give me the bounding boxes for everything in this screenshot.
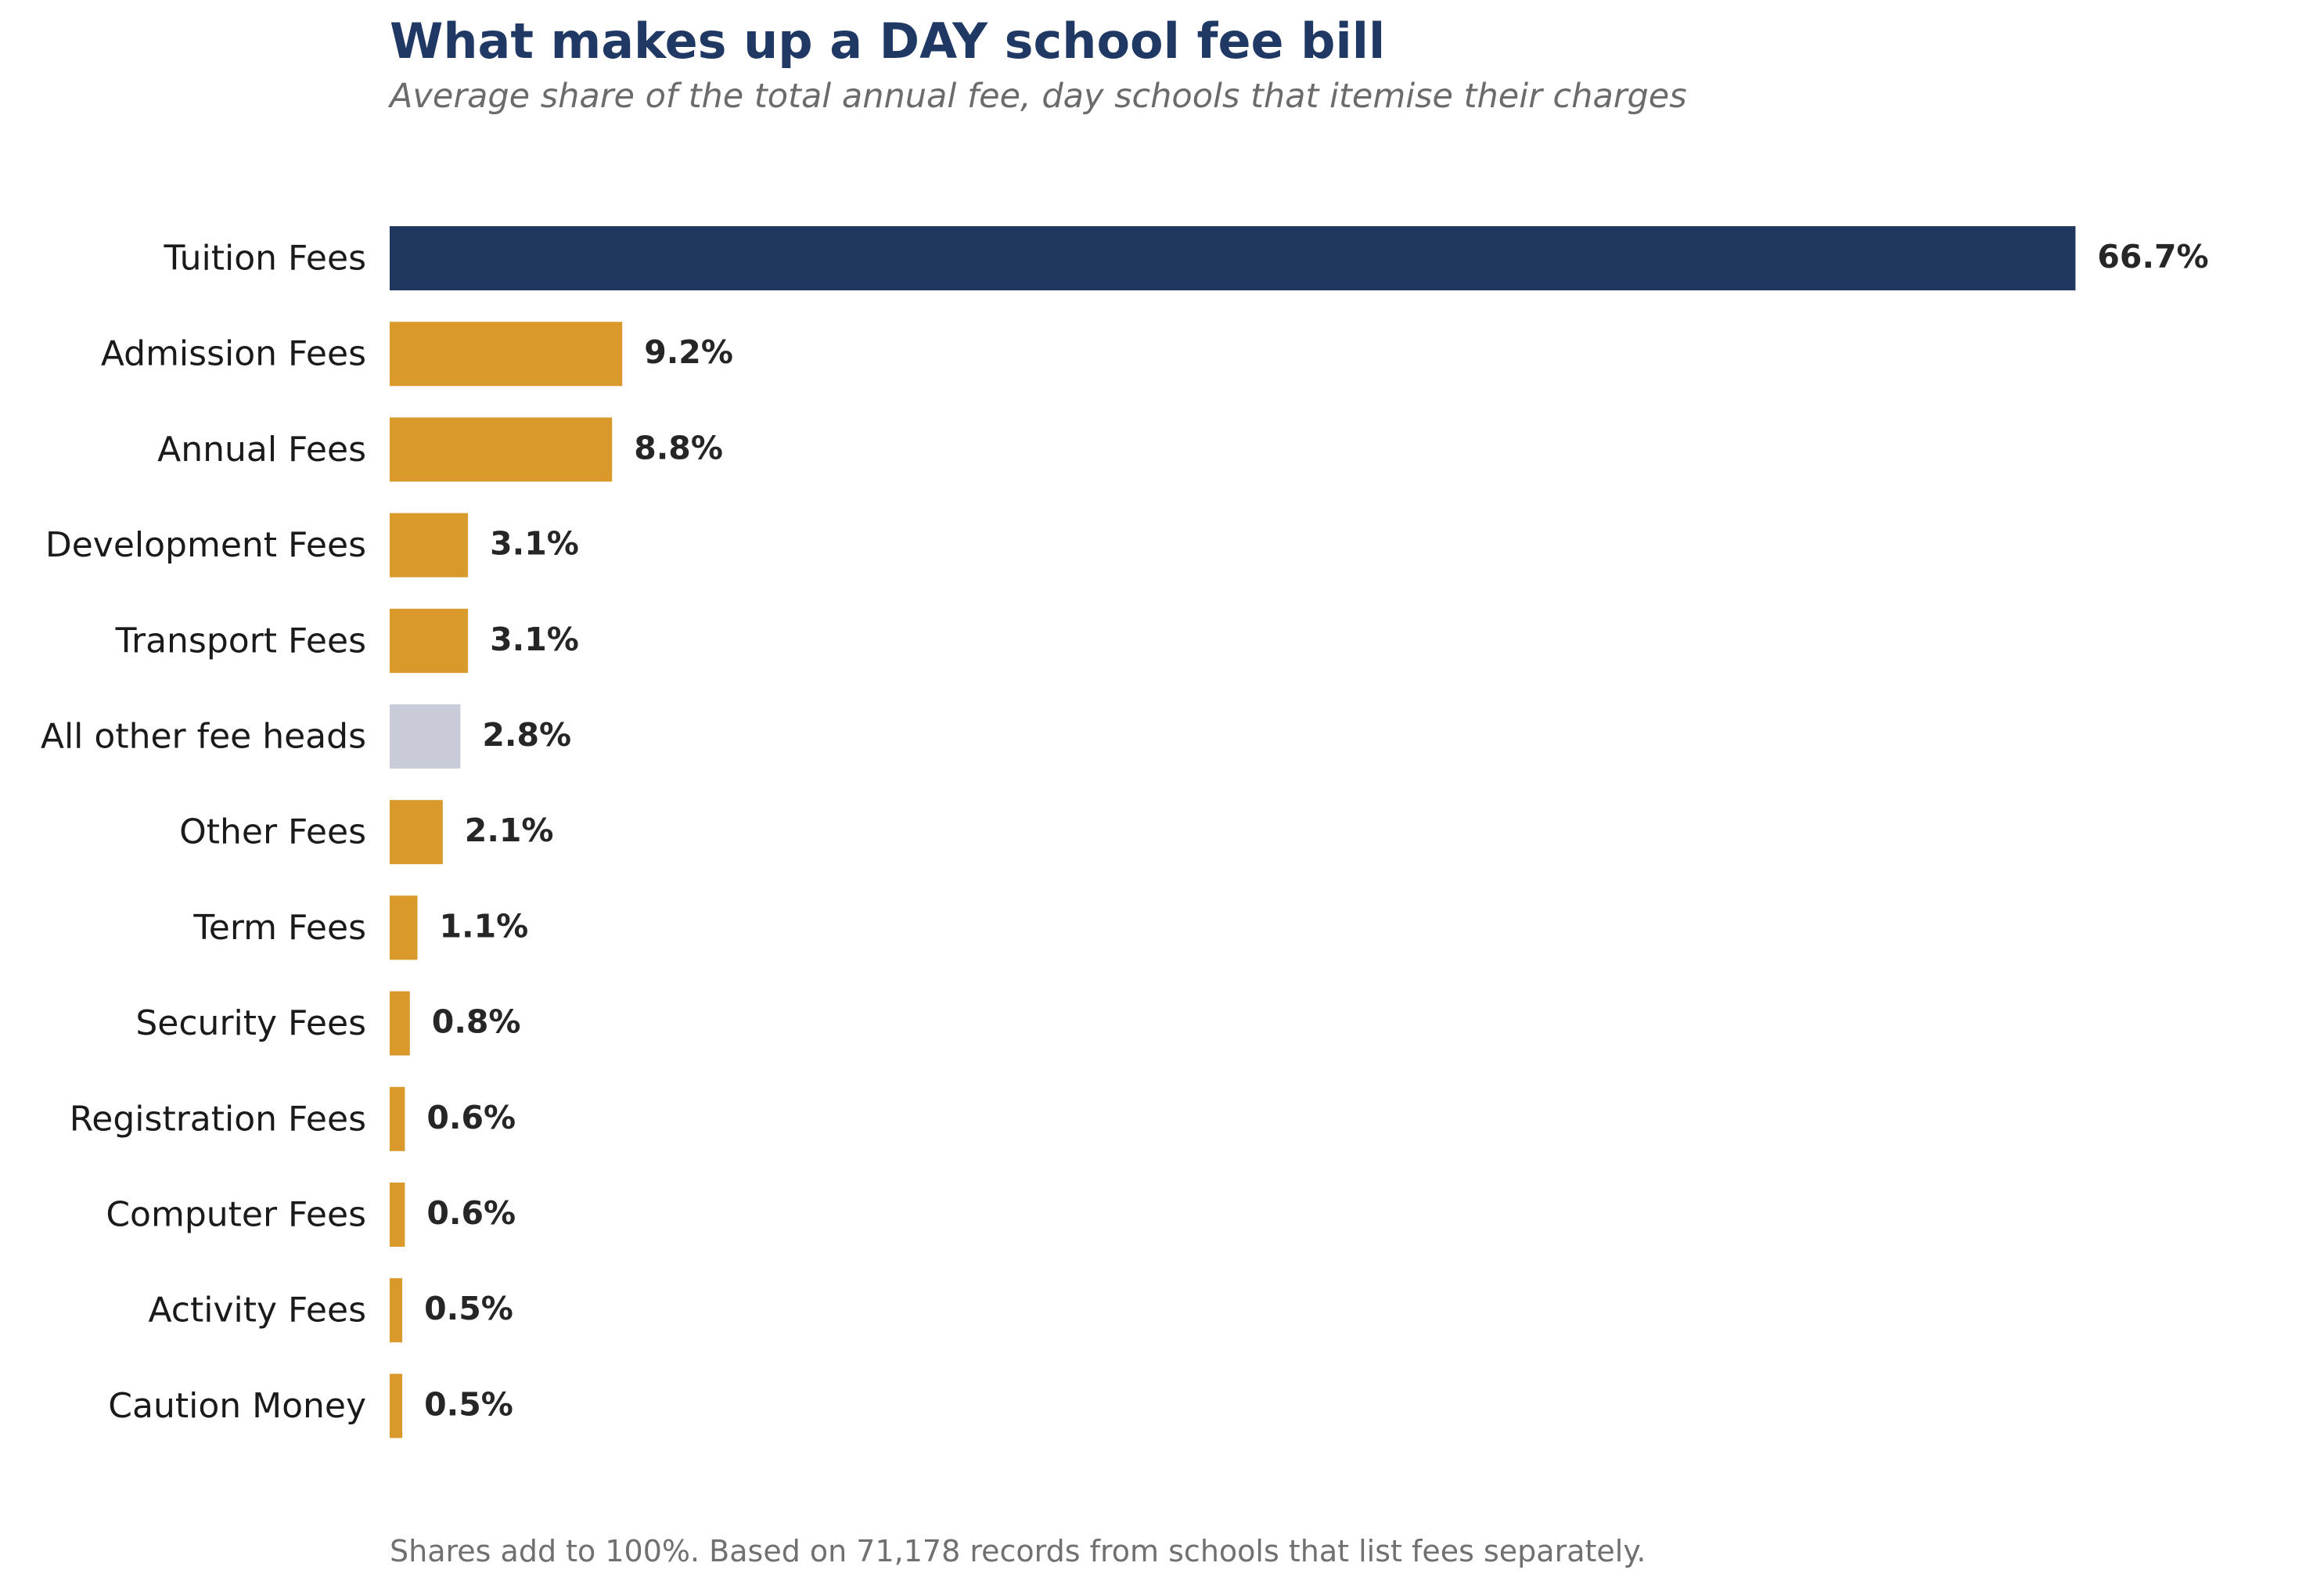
category-label: All other fee heads — [41, 717, 366, 757]
bars-layer — [390, 226, 2076, 1438]
category-label: Caution Money — [108, 1386, 366, 1426]
bar-9 — [390, 1086, 405, 1151]
bar-5 — [390, 704, 461, 769]
category-label: Term Fees — [192, 908, 366, 948]
bar-7 — [390, 895, 418, 960]
bar-10 — [390, 1183, 405, 1247]
value-labels: 66.7% 9.2% 8.8% 3.1% 3.1% 2.8% 2.1% 1.1% 0.8% 0.6… — [424, 238, 2209, 1423]
category-label: Annual Fees — [157, 430, 366, 470]
chart-footnote: Shares add to 100%. Based on 71,178 reco… — [390, 1534, 1646, 1568]
category-label: Tuition Fees — [163, 239, 366, 279]
bar-2 — [390, 417, 613, 482]
value-label: 3.1% — [490, 621, 579, 658]
value-label: 66.7% — [2097, 238, 2208, 275]
bar-8 — [390, 991, 410, 1056]
chart-title: What makes up a DAY school fee bill — [390, 13, 1386, 70]
bar-11 — [390, 1278, 403, 1343]
bar-6 — [390, 800, 443, 865]
bar-3 — [390, 513, 469, 578]
value-label: 2.8% — [482, 716, 571, 754]
category-labels: Tuition Fees Admission Fees Annual Fees Dev… — [41, 239, 366, 1426]
bar-0 — [390, 226, 2076, 290]
category-label: Registration Fees — [70, 1099, 366, 1139]
value-label: 1.1% — [440, 907, 529, 945]
category-label: Security Fees — [135, 1003, 366, 1043]
chart-subtitle: Average share of the total annual fee, d… — [390, 77, 1687, 116]
value-label: 3.1% — [490, 525, 579, 563]
value-label: 8.8% — [634, 429, 723, 466]
value-label: 0.8% — [432, 1003, 521, 1041]
category-label: Computer Fees — [106, 1195, 366, 1235]
category-label: Admission Fees — [101, 334, 366, 374]
value-label: 9.2% — [644, 333, 733, 371]
value-label: 0.5% — [424, 1290, 513, 1327]
bar-12 — [390, 1374, 403, 1438]
value-label: 0.6% — [426, 1194, 516, 1232]
category-label: Activity Fees — [148, 1291, 366, 1330]
value-label: 0.5% — [424, 1385, 513, 1423]
category-label: Other Fees — [179, 812, 366, 852]
bar-1 — [390, 322, 623, 387]
bar-4 — [390, 608, 469, 673]
category-label: Transport Fees — [115, 621, 366, 661]
value-label: 0.6% — [426, 1099, 516, 1136]
value-label: 2.1% — [465, 812, 554, 849]
category-label: Development Fees — [45, 525, 366, 565]
